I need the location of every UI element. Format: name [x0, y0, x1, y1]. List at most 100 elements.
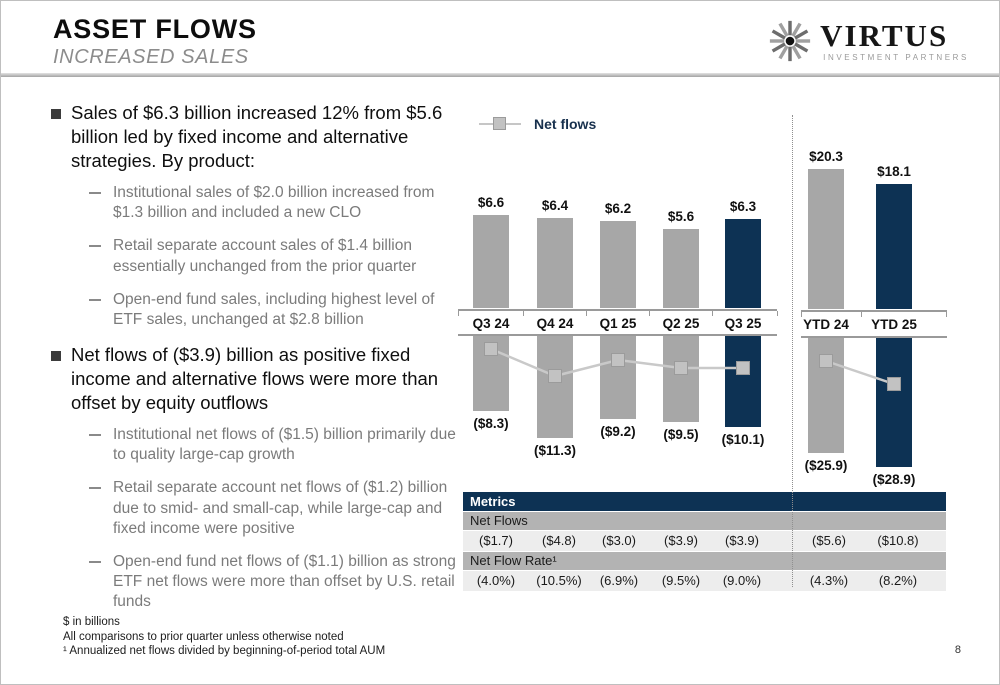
sales-bar	[808, 169, 844, 309]
axis-tick	[712, 311, 713, 316]
bullet-item: Sales of $6.3 billion increased 12% from…	[51, 101, 463, 173]
outflow-value-label: ($9.2)	[600, 424, 636, 439]
sales-axis-line	[801, 310, 947, 312]
row-label-text: Net Flow Rate¹	[470, 553, 557, 568]
outflow-bar	[808, 338, 844, 453]
logo-tagline: INVESTMENT PARTNERS	[823, 53, 969, 62]
bullet-text: Sales of $6.3 billion increased 12% from…	[71, 102, 443, 172]
sales-value-label: $6.4	[541, 198, 569, 213]
bullet-list: Sales of $6.3 billion increased 12% from…	[51, 101, 463, 625]
metrics-header-label: Metrics	[470, 494, 516, 509]
sales-bar	[663, 229, 699, 308]
metrics-value-cell: (4.3%)	[809, 573, 849, 588]
footnotes: $ in billions All comparisons to prior q…	[63, 615, 385, 659]
sub-bullet-list: Institutional net flows of ($1.5) billio…	[89, 425, 463, 612]
sales-value-label: $6.6	[477, 195, 505, 210]
metrics-value-cell: ($5.6)	[812, 533, 846, 548]
legend-line-marker-icon	[479, 117, 521, 130]
ytd-separator-dotted-line	[792, 115, 793, 587]
net-flows-marker	[887, 377, 901, 391]
metrics-value-cell: (9.5%)	[661, 573, 701, 588]
dash-bullet-icon	[89, 560, 101, 563]
outflow-bar	[473, 336, 509, 411]
footnote: All comparisons to prior quarter unless …	[63, 630, 344, 643]
sales-bar	[473, 215, 509, 308]
square-bullet-icon	[51, 350, 61, 361]
logo-name: VIRTUS	[820, 18, 949, 53]
row-label-text: Net Flows	[470, 513, 528, 528]
metrics-value-cell: (9.0%)	[722, 573, 762, 588]
metrics-value-cell: (8.2%)	[878, 573, 918, 588]
sales-value-label: $6.2	[604, 201, 632, 216]
outflow-value-label: ($28.9)	[872, 472, 916, 487]
square-bullet-icon	[51, 109, 61, 119]
sub-bullet-text: Retail separate account sales of $1.4 bi…	[113, 237, 417, 275]
category-label: Q1 25	[599, 316, 637, 331]
outflow-bar	[600, 336, 636, 419]
chart-legend: Net flows	[479, 113, 596, 135]
metrics-value-cell: ($10.8)	[877, 533, 919, 548]
metrics-value-cell: ($3.9)	[664, 533, 698, 548]
outflow-bar	[725, 336, 761, 427]
footnote: $ in billions	[63, 616, 120, 628]
sub-bullet-text: Open-end fund sales, including highest l…	[113, 290, 435, 328]
net-flows-line	[825, 359, 895, 386]
sales-value-label: $6.3	[729, 199, 757, 214]
metrics-row-values: (4.0%) (10.5%) (6.9%) (9.5%) (9.0%) (4.3%) (8.…	[463, 571, 946, 591]
sales-value-label: $5.6	[667, 209, 695, 224]
outflow-axis-line	[458, 334, 777, 336]
net-flows-marker	[674, 361, 688, 375]
page-subtitle: INCREASED SALES	[53, 46, 249, 68]
axis-tick	[649, 311, 650, 316]
dash-bullet-icon	[89, 434, 101, 437]
net-flows-marker	[484, 342, 498, 356]
sub-bullet-item: Open-end fund net flows of ($1.1) billio…	[89, 552, 463, 612]
metrics-value-cell: ($3.9)	[725, 533, 759, 548]
net-flows-marker	[611, 353, 625, 367]
outflow-bar	[876, 338, 912, 467]
net-flows-line	[490, 347, 743, 378]
metrics-value-cell: ($3.0)	[602, 533, 636, 548]
sales-value-label: $18.1	[877, 164, 911, 179]
sub-bullet-item: Retail separate account sales of $1.4 bi…	[89, 236, 463, 276]
dash-bullet-icon	[89, 487, 101, 490]
sub-bullet-item: Institutional net flows of ($1.5) billio…	[89, 425, 463, 465]
dash-bullet-icon	[89, 192, 101, 195]
sales-value-label: $20.3	[809, 149, 843, 164]
outflow-value-label: ($8.3)	[473, 416, 509, 431]
metrics-row-values: ($1.7) ($4.8) ($3.0) ($3.9) ($3.9) ($5.6) ($10…	[463, 531, 946, 551]
sales-bar	[725, 219, 761, 308]
sub-bullet-list: Institutional sales of $2.0 billion incr…	[89, 183, 463, 330]
axis-tick	[861, 312, 862, 317]
sales-axis-line	[458, 309, 777, 311]
sales-bar	[876, 184, 912, 309]
net-flows-marker	[736, 361, 750, 375]
metrics-value-cell: (4.0%)	[476, 573, 516, 588]
net-flows-marker	[819, 354, 833, 368]
outflow-value-label: ($25.9)	[804, 458, 848, 473]
outflow-bar	[537, 336, 573, 438]
legend-square-icon	[493, 117, 506, 130]
sub-bullet-text: Institutional sales of $2.0 billion incr…	[113, 184, 435, 222]
sub-bullet-text: Open-end fund net flows of ($1.1) billio…	[113, 552, 456, 611]
starburst-icon	[770, 20, 811, 62]
metrics-value-cell: ($4.8)	[542, 533, 576, 548]
category-label: Q3 25	[724, 316, 762, 331]
legend-label: Net flows	[534, 116, 597, 132]
metrics-value-cell: ($1.7)	[479, 533, 513, 548]
sales-bar	[537, 218, 573, 308]
header-divider	[1, 73, 999, 77]
metrics-table: Metrics Net Flows ($1.7) ($4.8) ($3.0) ($3.…	[463, 492, 946, 591]
category-label: Q3 24	[472, 316, 510, 331]
axis-tick	[801, 312, 802, 317]
outflow-value-label: ($9.5)	[663, 427, 699, 442]
sub-bullet-item: Open-end fund sales, including highest l…	[89, 290, 463, 330]
page-number: 8	[954, 644, 961, 656]
sales-bar	[600, 221, 636, 308]
metrics-row-label: Net Flows	[463, 512, 946, 530]
dash-bullet-icon	[89, 298, 101, 301]
metrics-value-cell: (6.9%)	[599, 573, 639, 588]
sub-bullet-item: Institutional sales of $2.0 billion incr…	[89, 183, 463, 223]
category-label: Q2 25	[662, 316, 700, 331]
outflow-value-label: ($11.3)	[533, 443, 577, 458]
